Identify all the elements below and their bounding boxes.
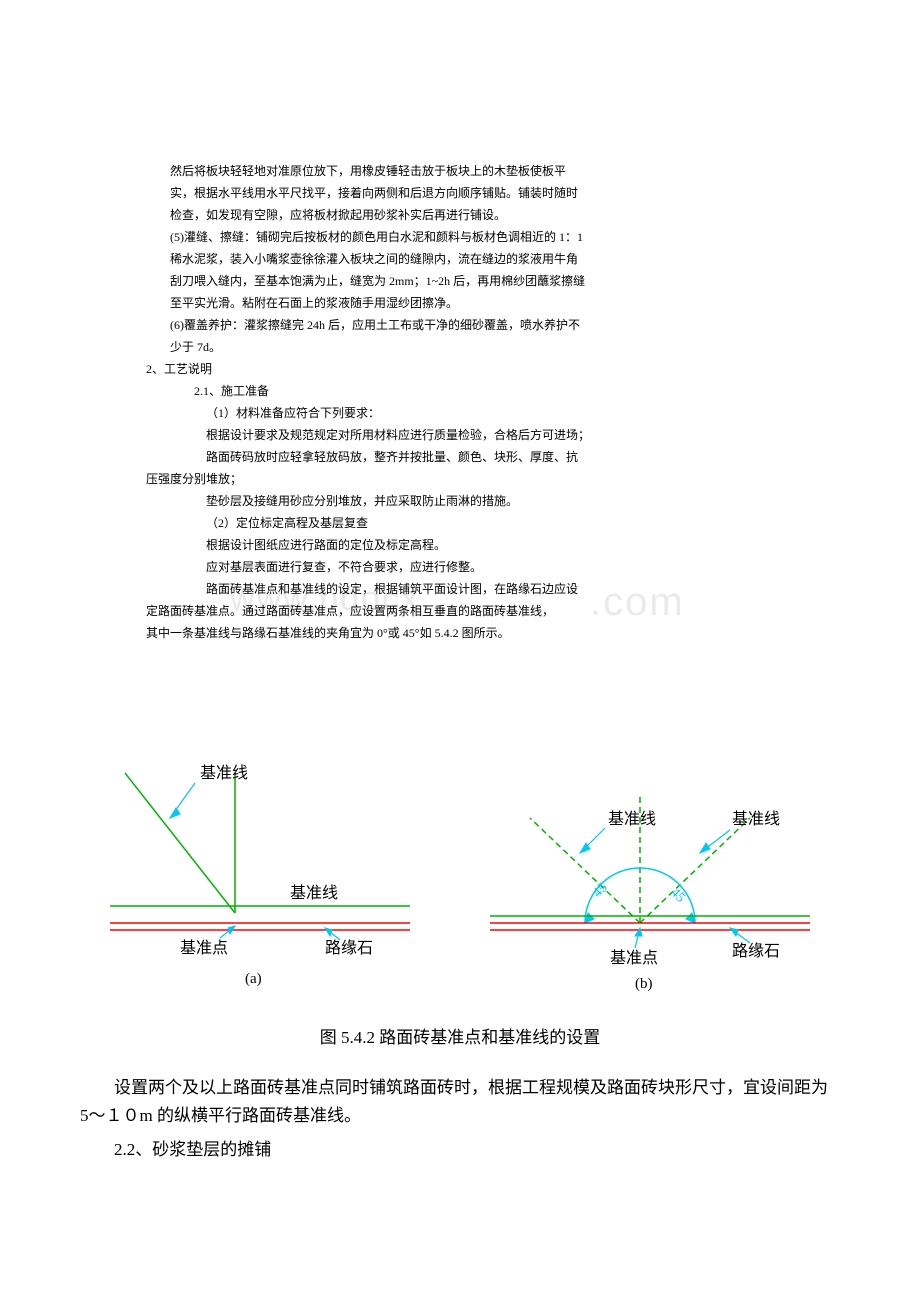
body-line: 实，根据水平线用水平尺找平，接着向两侧和后退方向顺序铺贴。铺装时随时 — [170, 182, 750, 204]
body-line: 根据设计图纸应进行路面的定位及标定高程。 — [170, 534, 750, 556]
figure-caption: 图 5.4.2 路面砖基准点和基准线的设置 — [80, 1013, 840, 1068]
body-line: （2）定位标定高程及基层复查 — [170, 512, 750, 534]
label-curb: 路缘石 — [325, 939, 373, 957]
body-line: 至平实光滑。粘附在石面上的浆液随手用湿纱团擦净。 — [170, 292, 750, 314]
diagram-figure: 基准线 基准线 基准点 路缘石 (a) 45 45 — [80, 738, 840, 1003]
body-line: 路面砖码放时应轻拿轻放码放，整齐并按批量、颜色、块形、厚度、抗 — [170, 446, 750, 468]
label-datum-line: 基准线 — [732, 810, 780, 828]
subsection-heading: 2.2、砂浆垫层的摊铺 — [80, 1136, 840, 1164]
label-datum-line: 基准线 — [200, 764, 248, 782]
sub-label-b: (b) — [635, 976, 653, 992]
body-line: 压强度分别堆放； — [146, 468, 750, 490]
body-line: (6)覆盖养护：灌浆擦缝完 24h 后，应用土工布或干净的细砂覆盖，喷水养护不 — [170, 314, 750, 336]
body-line: (5)灌缝、擦缝：铺砌完后按板材的颜色用白水泥和颜料与板材色调相近的 1：1 — [170, 226, 750, 248]
body-line: 根据设计要求及规范规定对所用材料应进行质量检验，合格后方可进场； — [170, 424, 750, 446]
body-line: 刮刀喂入缝内，至基本饱满为止，缝宽为 2mm；1~2h 后，再用棉纱团蘸浆擦缝 — [170, 270, 750, 292]
body-line: 路面砖基准点和基准线的设定，根据铺筑平面设计图，在路缘石边应设 — [170, 578, 750, 600]
body-line: 其中一条基准线与路缘石基准线的夹角宜为 0°或 45°如 5.4.2 图所示。 — [146, 622, 750, 644]
label-angle: 45 — [667, 885, 688, 906]
section-heading: 2、工艺说明 — [146, 358, 750, 380]
label-datum-point: 基准点 — [180, 939, 228, 957]
body-line: 定路面砖基准点。通过路面砖基准点，应设置两条相互垂直的路面砖基准线， — [146, 600, 750, 622]
body-paragraph: 设置两个及以上路面砖基准点同时铺筑路面砖时，根据工程规模及路面砖块形尺寸，宜设间… — [80, 1074, 840, 1130]
sub-label-a: (a) — [245, 971, 262, 987]
subsection-heading: 2.1、施工准备 — [170, 380, 750, 402]
body-line: 然后将板块轻轻地对准原位放下，用橡皮锤轻击放于板块上的木垫板使板平 — [170, 160, 750, 182]
body-line: 少于 7d。 — [170, 336, 750, 358]
body-line: 应对基层表面进行复查，不符合要求，应进行修整。 — [170, 556, 750, 578]
label-datum-point: 基准点 — [610, 949, 658, 967]
body-line: 检查，如发现有空隙，应将板材掀起用砂浆补实后再进行铺设。 — [170, 204, 750, 226]
body-line: 垫砂层及接缝用砂应分别堆放，并应采取防止雨淋的措施。 — [170, 490, 750, 512]
label-datum-line: 基准线 — [290, 884, 338, 902]
body-line: 稀水泥浆，装入小嘴浆壶徐徐灌入板块之间的缝隙内，流在缝边的浆液用牛角 — [170, 248, 750, 270]
label-datum-line: 基准线 — [608, 810, 656, 828]
body-line: （1）材料准备应符合下列要求： — [170, 402, 750, 424]
label-curb: 路缘石 — [732, 942, 780, 960]
label-angle: 45 — [590, 880, 611, 901]
